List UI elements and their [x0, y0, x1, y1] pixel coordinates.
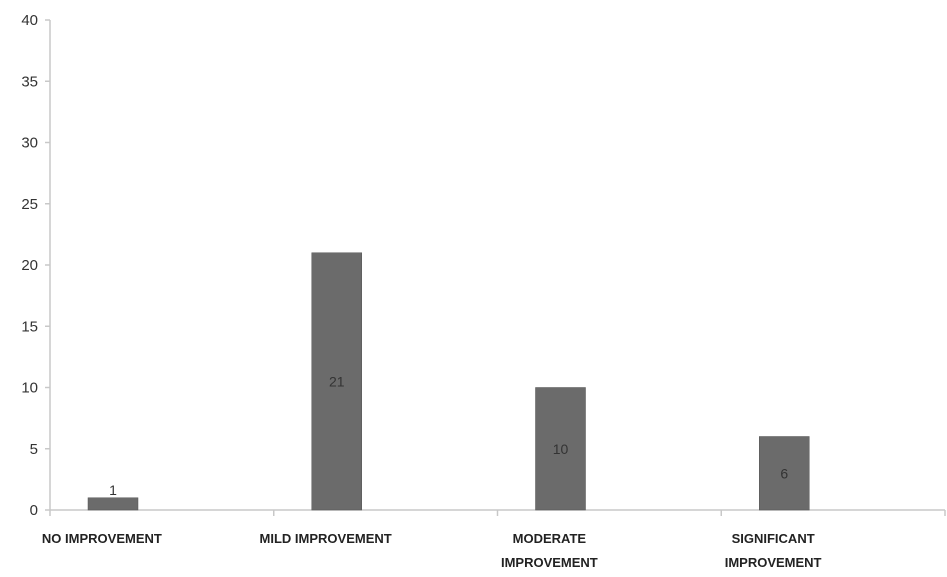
data-label: 1: [109, 482, 117, 498]
data-label: 21: [329, 373, 345, 389]
y-tick-label: 10: [21, 380, 38, 397]
y-tick-label: 20: [21, 257, 38, 274]
y-tick-label: 15: [21, 318, 38, 335]
y-tick-label: 25: [21, 196, 38, 213]
category-label-line: MODERATE: [513, 531, 587, 546]
data-label: 10: [553, 441, 569, 457]
category-label: MILD IMPROVEMENT: [260, 531, 392, 546]
data-labels: 1 21 10 6: [109, 373, 788, 497]
y-tick-label: 5: [30, 441, 38, 458]
axes: [49, 20, 946, 516]
y-tick-label: 30: [21, 135, 38, 152]
category-label-line: IMPROVEMENT: [725, 555, 822, 570]
category-label: SIGNIFICANT IMPROVEMENT: [725, 531, 822, 570]
x-axis-labels: NO IMPROVEMENT MILD IMPROVEMENT MODERATE IM…: [42, 531, 822, 570]
category-label-line: SIGNIFICANT: [732, 531, 815, 546]
category-label: MODERATE IMPROVEMENT: [501, 531, 598, 570]
y-tick-label: 40: [21, 12, 38, 29]
bar: [759, 436, 810, 511]
bar: [87, 497, 139, 511]
category-label-line: IMPROVEMENT: [501, 555, 598, 570]
category-label-line: NO IMPROVEMENT: [42, 531, 162, 546]
y-tick-label: 0: [30, 502, 38, 519]
bar: [535, 387, 586, 511]
y-axis-ticks: 0 5 10 15 20 25 30 35 40: [21, 12, 50, 519]
data-label: 6: [780, 465, 788, 481]
category-label: NO IMPROVEMENT: [42, 531, 162, 546]
category-label-line: MILD IMPROVEMENT: [260, 531, 392, 546]
y-tick-label: 35: [21, 73, 38, 90]
bar: [311, 252, 362, 511]
bars: [87, 252, 810, 511]
